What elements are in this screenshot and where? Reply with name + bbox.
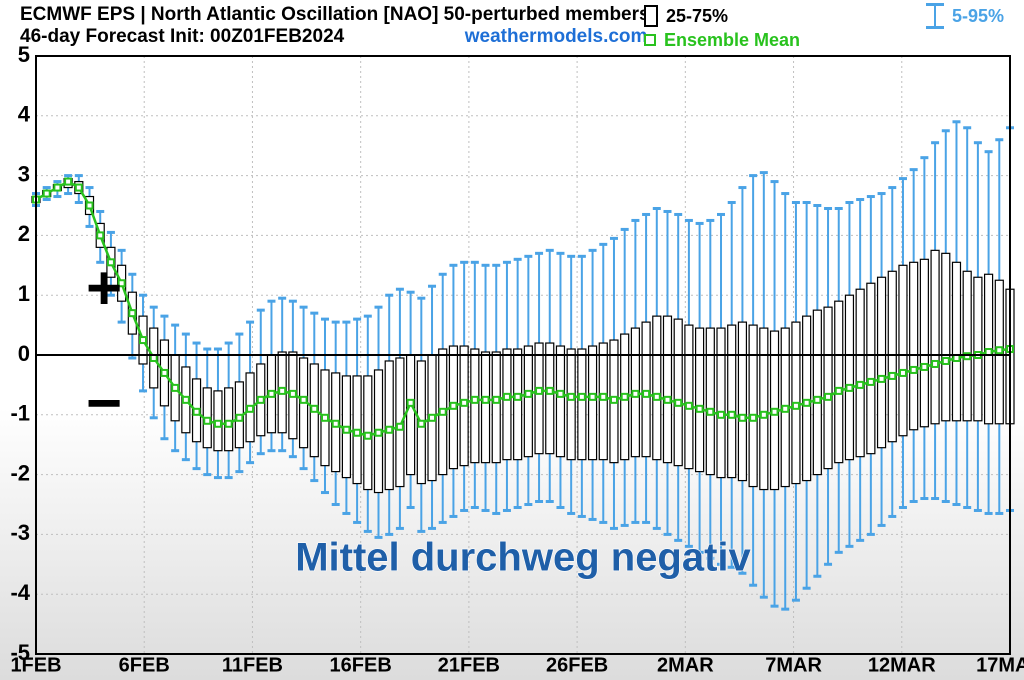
svg-text:-2: -2 bbox=[10, 460, 30, 485]
svg-text:0: 0 bbox=[18, 341, 30, 366]
svg-text:7MAR: 7MAR bbox=[765, 655, 822, 677]
svg-text:2MAR: 2MAR bbox=[657, 655, 714, 677]
svg-text:17MAR: 17MAR bbox=[976, 655, 1024, 677]
svg-text:+: + bbox=[86, 254, 122, 323]
svg-text:6FEB: 6FEB bbox=[119, 655, 170, 677]
svg-text:12MAR: 12MAR bbox=[868, 655, 936, 677]
svg-text:1FEB: 1FEB bbox=[10, 655, 61, 677]
chart-plot: -5-4-3-2-10123451FEB6FEB11FEB16FEB21FEB2… bbox=[0, 0, 1024, 680]
svg-text:21FEB: 21FEB bbox=[438, 655, 500, 677]
svg-text:−: − bbox=[86, 369, 122, 438]
svg-text:16FEB: 16FEB bbox=[330, 655, 392, 677]
svg-text:1: 1 bbox=[18, 281, 30, 306]
svg-text:4: 4 bbox=[18, 102, 31, 127]
svg-text:11FEB: 11FEB bbox=[222, 655, 283, 677]
svg-text:-1: -1 bbox=[10, 401, 30, 426]
svg-text:5: 5 bbox=[18, 42, 30, 67]
svg-text:2: 2 bbox=[18, 221, 30, 246]
chart-caption-annotation: Mittel durchweg negativ bbox=[295, 535, 751, 579]
svg-text:-4: -4 bbox=[10, 580, 30, 605]
svg-text:-3: -3 bbox=[10, 520, 30, 545]
svg-text:3: 3 bbox=[18, 161, 30, 186]
svg-text:26FEB: 26FEB bbox=[546, 655, 608, 677]
